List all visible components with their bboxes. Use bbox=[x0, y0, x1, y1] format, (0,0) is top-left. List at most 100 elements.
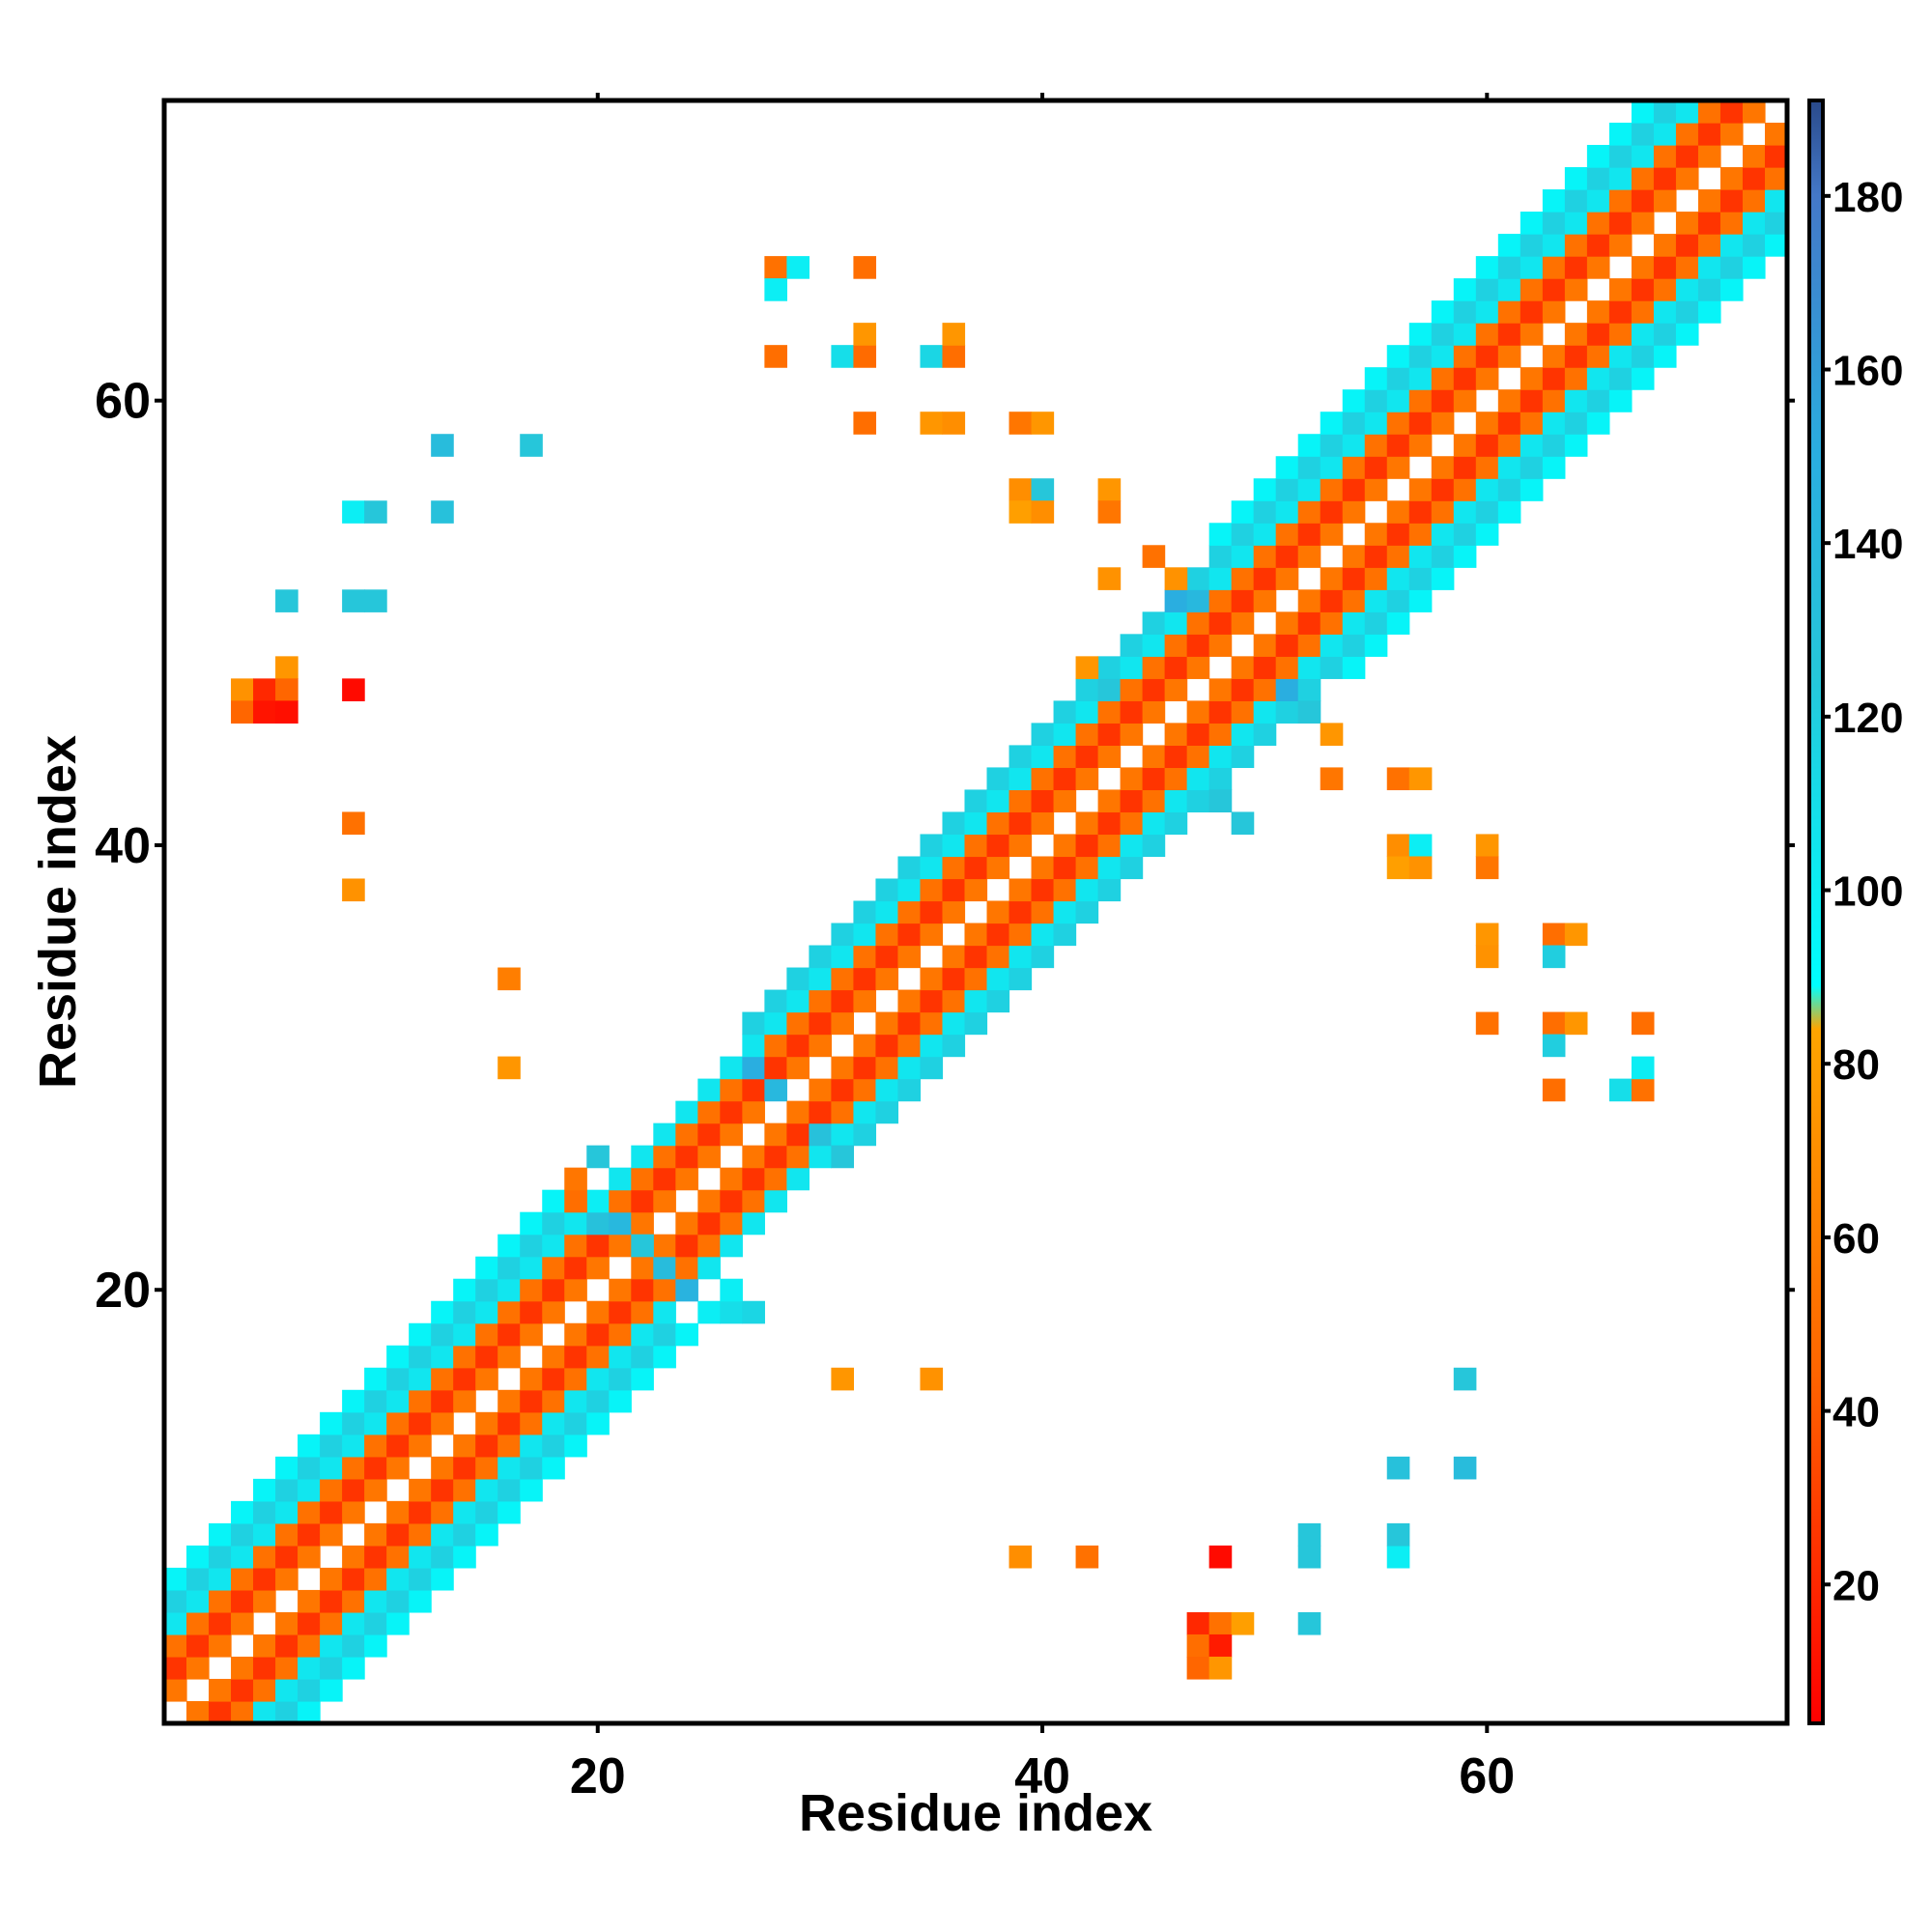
heatmap-cell bbox=[520, 1234, 543, 1258]
heatmap-cell bbox=[1320, 611, 1344, 635]
heatmap-cell bbox=[1631, 300, 1655, 324]
heatmap-cell bbox=[697, 1234, 721, 1258]
heatmap-cell bbox=[1719, 256, 1744, 279]
heatmap-cell bbox=[275, 1567, 298, 1591]
heatmap-cell bbox=[1608, 300, 1633, 324]
heatmap-cell bbox=[1408, 323, 1433, 346]
heatmap-cell bbox=[520, 1278, 543, 1302]
heatmap-cell bbox=[320, 1456, 343, 1480]
heatmap-cell bbox=[1542, 434, 1566, 457]
heatmap-cell bbox=[564, 1345, 587, 1369]
heatmap-cell bbox=[231, 678, 254, 701]
heatmap-cell bbox=[675, 1278, 698, 1302]
heatmap-cell bbox=[342, 1634, 365, 1658]
heatmap-cell bbox=[1453, 523, 1477, 546]
heatmap-cell bbox=[1764, 167, 1788, 190]
heatmap-cell bbox=[675, 1145, 698, 1169]
heatmap-cell bbox=[920, 923, 944, 947]
heatmap-cell bbox=[253, 1522, 276, 1547]
heatmap-cell bbox=[1120, 678, 1144, 701]
heatmap-cell bbox=[1120, 811, 1144, 836]
heatmap-cell bbox=[1364, 523, 1388, 546]
heatmap-cell bbox=[1520, 300, 1544, 324]
heatmap-cell bbox=[1564, 923, 1588, 947]
heatmap-cell bbox=[609, 1345, 632, 1369]
heatmap-cell bbox=[364, 1522, 387, 1547]
heatmap-cell bbox=[764, 345, 787, 368]
heatmap-cell bbox=[386, 1611, 410, 1635]
heatmap-cell bbox=[1053, 923, 1077, 947]
heatmap-cell bbox=[986, 900, 1010, 924]
heatmap-cell bbox=[1408, 589, 1433, 612]
heatmap-cell bbox=[253, 1567, 276, 1591]
heatmap-cell bbox=[1208, 523, 1233, 546]
heatmap-cell bbox=[1742, 189, 1766, 213]
heatmap-cell bbox=[1408, 856, 1433, 880]
heatmap-cell bbox=[1408, 389, 1433, 412]
heatmap-cell bbox=[809, 1122, 833, 1147]
heatmap-cell bbox=[564, 1189, 587, 1213]
heatmap-cell bbox=[475, 1367, 498, 1391]
heatmap-cell bbox=[520, 1300, 543, 1324]
heatmap-cell bbox=[298, 1545, 321, 1569]
heatmap-cell bbox=[1408, 367, 1433, 390]
heatmap-cell bbox=[1564, 189, 1588, 213]
heatmap-cell bbox=[786, 1145, 810, 1169]
heatmap-cell bbox=[742, 1300, 765, 1324]
heatmap-cell bbox=[720, 1278, 743, 1302]
heatmap-cell bbox=[1053, 723, 1077, 746]
heatmap-cell bbox=[542, 1300, 565, 1324]
x-tick-label: 20 bbox=[570, 1748, 626, 1804]
heatmap-cell bbox=[1031, 811, 1055, 836]
heatmap-cell bbox=[564, 1167, 587, 1191]
heatmap-cell bbox=[675, 1256, 698, 1280]
heatmap-cell bbox=[1608, 123, 1633, 146]
heatmap-cell bbox=[1520, 434, 1544, 457]
heatmap-cell bbox=[209, 1634, 232, 1658]
heatmap-cell bbox=[1431, 567, 1455, 590]
heatmap-cell bbox=[742, 1145, 765, 1169]
heatmap-cell bbox=[1208, 589, 1233, 612]
heatmap-cell bbox=[742, 1011, 765, 1036]
heatmap-cell bbox=[1631, 367, 1655, 390]
heatmap-cell bbox=[409, 1567, 432, 1591]
heatmap-cell bbox=[320, 1411, 343, 1435]
heatmap-cell bbox=[1275, 456, 1299, 479]
heatmap-cell bbox=[1231, 700, 1255, 724]
heatmap-cell bbox=[1386, 1456, 1410, 1480]
heatmap-cell bbox=[275, 678, 298, 701]
heatmap-cell bbox=[631, 1367, 654, 1391]
plot-frame bbox=[161, 98, 1790, 1726]
y-tick-label: 20 bbox=[95, 1263, 151, 1319]
heatmap-cell bbox=[1742, 256, 1766, 279]
heatmap-cell bbox=[564, 1434, 587, 1458]
heatmap-cell bbox=[653, 1278, 676, 1302]
heatmap-cell bbox=[475, 1434, 498, 1458]
heatmap-cell bbox=[1164, 789, 1188, 813]
heatmap-cell bbox=[453, 1500, 476, 1524]
heatmap-cell bbox=[1631, 323, 1655, 346]
heatmap-cell bbox=[409, 1434, 432, 1458]
heatmap-cell bbox=[1408, 500, 1433, 524]
heatmap-cell bbox=[1120, 656, 1144, 679]
heatmap-cell bbox=[1142, 611, 1166, 635]
axis-ticks: 20 40 60 20 40 60 20 40 60 80 100 120 140 160 180 bbox=[95, 93, 1903, 1804]
heatmap-cell bbox=[1475, 256, 1499, 279]
heatmap-cell bbox=[1253, 545, 1277, 568]
heatmap-cell bbox=[1564, 323, 1588, 346]
heatmap-cell bbox=[986, 767, 1010, 791]
heatmap-cell bbox=[986, 923, 1010, 947]
heatmap-cell bbox=[609, 1367, 632, 1391]
heatmap-cell bbox=[1097, 723, 1122, 746]
heatmap-cell bbox=[853, 1034, 877, 1058]
heatmap-cell bbox=[1586, 189, 1610, 213]
heatmap-cell bbox=[1631, 145, 1655, 168]
heatmap-cell bbox=[298, 1500, 321, 1524]
heatmap-cell bbox=[1164, 589, 1188, 612]
heatmap-cell bbox=[431, 1322, 454, 1347]
heatmap-cell bbox=[1386, 500, 1410, 524]
heatmap-cell bbox=[1009, 945, 1033, 969]
heatmap-cell bbox=[1097, 656, 1122, 679]
heatmap-cell bbox=[1564, 278, 1588, 301]
heatmap-cell bbox=[1208, 634, 1233, 657]
